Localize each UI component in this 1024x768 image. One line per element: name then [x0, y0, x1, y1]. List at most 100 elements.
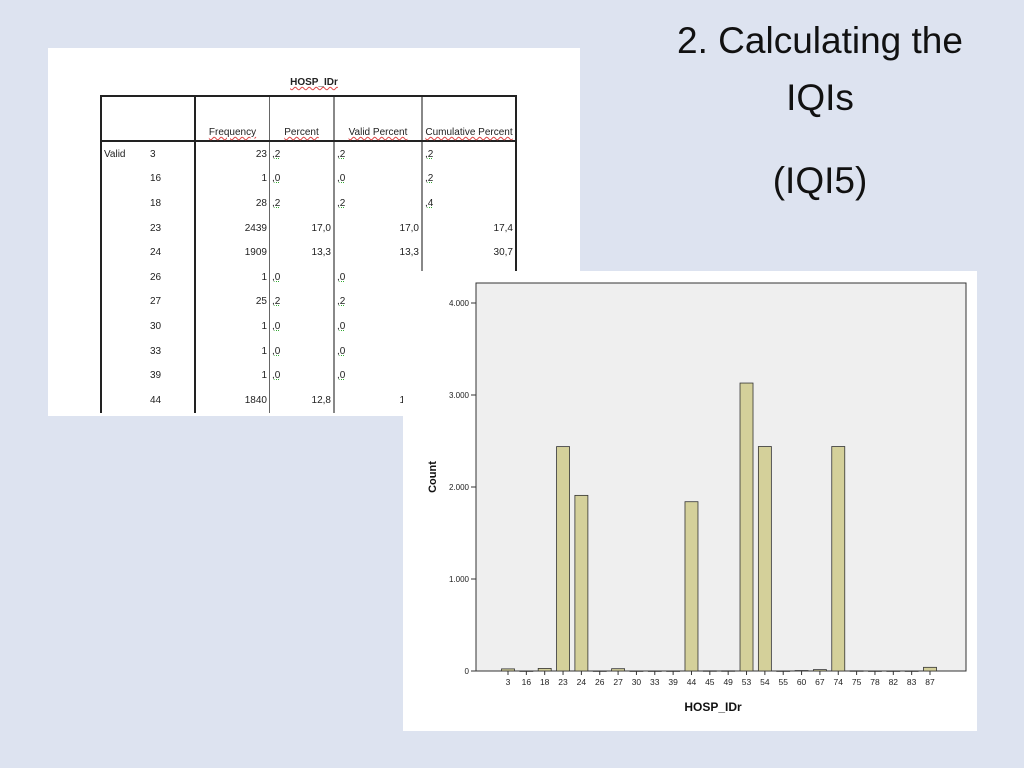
frequency-cell: 25	[194, 289, 270, 315]
x-tick-label: 18	[540, 677, 550, 687]
percent-cell: ,2	[269, 191, 334, 216]
bar-23	[556, 446, 570, 672]
row-group-label	[100, 387, 148, 413]
row-id: 26	[150, 271, 162, 283]
row-group-label	[100, 264, 148, 290]
table-row: Valid 3 23,2,2,2	[100, 141, 517, 167]
frequency-cell: 1	[194, 166, 270, 192]
slide-subtitle: (IQI5)	[772, 160, 868, 201]
bar-3	[501, 668, 515, 672]
y-tick-label: 2.000	[449, 483, 470, 492]
row-group-label	[100, 191, 148, 216]
bar-18	[537, 668, 552, 672]
bar-27	[611, 668, 625, 672]
x-tick-label: 60	[797, 677, 807, 687]
row-id: 3	[150, 148, 156, 160]
bar-chart-panel: 0 1.000 2.000 3.000 4.000 3 16 18 23 24 26 27 30 33 3…	[403, 271, 977, 731]
slide-title: 2. Calculating the IQIs	[677, 20, 963, 118]
row-group-label	[100, 289, 148, 315]
x-tick-label: 82	[889, 677, 899, 687]
row-id: 33	[150, 345, 162, 357]
percent-cell: ,2	[269, 141, 334, 167]
frequency-cell: 1909	[194, 240, 270, 265]
percent-cell: ,2	[269, 289, 334, 315]
x-tick-label: 87	[925, 677, 935, 687]
percent-cell: ,0	[269, 264, 334, 290]
valid-percent-cell: 17,0	[333, 215, 422, 241]
row-id: 39	[150, 370, 162, 382]
frequency-cell: 28	[194, 191, 270, 216]
row-group-label	[100, 314, 148, 339]
frequency-table: Frequency Percent Valid Percent Cumulati…	[100, 95, 517, 413]
table-row: 18 28,2,2,4	[100, 191, 517, 216]
frequency-table-panel: HOSP_IDr Frequency Percent Valid Percent…	[48, 48, 580, 416]
x-tick-label: 33	[650, 677, 660, 687]
x-tick-label: 67	[815, 677, 825, 687]
x-tick-label: 3	[506, 677, 511, 687]
percent-cell: 17,0	[269, 215, 334, 241]
row-id: 30	[150, 320, 162, 332]
y-axis-label: Count	[427, 461, 439, 493]
valid-percent-cell: ,0	[333, 166, 422, 192]
row-id: 16	[150, 173, 162, 185]
bar-44	[684, 501, 699, 672]
table-title: HOSP_IDr	[290, 77, 338, 88]
x-tick-label: 49	[723, 677, 733, 687]
row-id: 18	[150, 197, 162, 209]
frequency-cell: 1	[194, 264, 270, 290]
table-row: 24 1909 13,3 13,3 30,7	[100, 240, 517, 265]
bar-24	[574, 494, 589, 672]
frequency-cell: 1	[194, 314, 270, 339]
row-group-label	[100, 363, 148, 388]
row-id: 27	[150, 296, 162, 308]
percent-cell: ,0	[269, 338, 334, 364]
bar-87	[923, 666, 937, 672]
frequency-cell: 1	[194, 363, 270, 388]
x-tick-label: 54	[760, 677, 770, 687]
cumulative-percent-cell: 17,4	[421, 215, 517, 241]
col-header-blank	[100, 95, 148, 142]
table-row: 16 1,0,0,2	[100, 166, 517, 192]
percent-cell: 12,8	[269, 387, 334, 413]
x-tick-label: 30	[632, 677, 642, 687]
cumulative-percent-cell: 30,7	[421, 240, 517, 265]
x-tick-label: 16	[522, 677, 532, 687]
x-tick-label: 53	[742, 677, 752, 687]
y-tick-label: 1.000	[449, 575, 470, 584]
frequency-cell: 1	[194, 338, 270, 364]
x-tick-label: 55	[778, 677, 788, 687]
table-header-row: Frequency Percent Valid Percent Cumulati…	[100, 95, 517, 142]
table-row: 23 2439 17,0 17,0 17,4	[100, 215, 517, 241]
x-tick-label: 39	[668, 677, 678, 687]
bar-53	[739, 382, 754, 672]
bar-60	[794, 670, 809, 672]
x-tick-label: 45	[705, 677, 715, 687]
bar-67	[813, 669, 827, 672]
percent-cell: 13,3	[269, 240, 334, 265]
bar-chart: 0 1.000 2.000 3.000 4.000 3 16 18 23 24 26 27 30 33 3…	[427, 282, 967, 714]
cumulative-percent-cell: ,4	[421, 191, 517, 216]
x-tick-label: 24	[577, 677, 587, 687]
valid-percent-cell: 13,3	[333, 240, 422, 265]
x-tick-label: 26	[595, 677, 605, 687]
cumulative-percent-cell: ,2	[421, 166, 517, 192]
percent-cell: ,0	[269, 166, 334, 192]
col-header-percent: Percent	[269, 95, 334, 142]
col-header-valid-percent: Valid Percent	[333, 95, 422, 142]
row-group-label	[100, 338, 148, 364]
plot-area	[475, 282, 967, 672]
y-tick-label: 3.000	[449, 391, 470, 400]
row-id: 44	[150, 394, 162, 406]
row-group-label	[100, 215, 148, 241]
col-header-blank	[148, 95, 195, 142]
frequency-cell: 23	[194, 141, 270, 167]
row-group-label	[100, 166, 148, 192]
x-tick-label: 75	[852, 677, 862, 687]
y-tick-label: 0	[465, 667, 470, 676]
bar-54	[757, 446, 772, 672]
valid-percent-cell: ,2	[333, 141, 422, 167]
x-tick-label: 23	[558, 677, 568, 687]
percent-cell: ,0	[269, 363, 334, 388]
bar-74	[831, 446, 846, 672]
valid-percent-cell: ,2	[333, 191, 422, 216]
